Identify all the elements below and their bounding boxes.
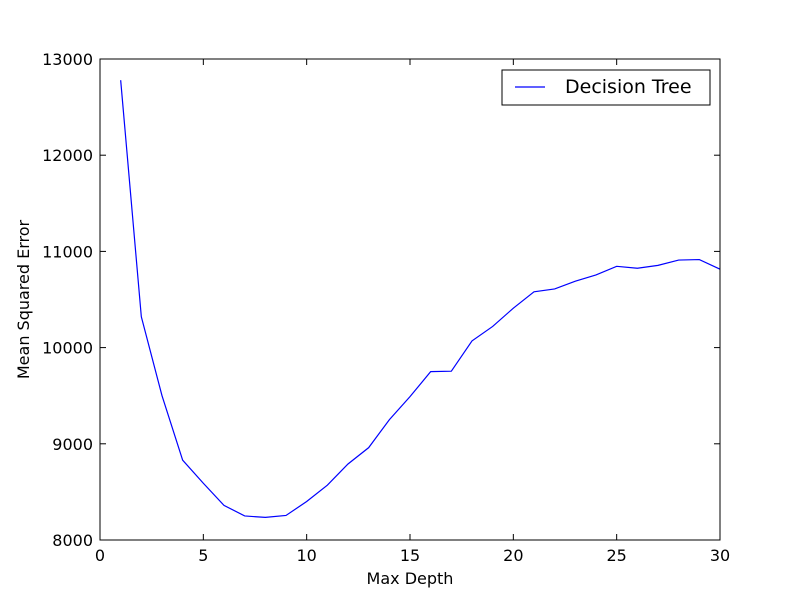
x-tick-label: 15 xyxy=(400,546,420,565)
y-tick-label: 13000 xyxy=(42,50,93,69)
y-tick-label: 10000 xyxy=(42,339,93,358)
y-tick-label: 8000 xyxy=(52,531,93,550)
x-tick-label: 10 xyxy=(296,546,316,565)
y-tick-label: 11000 xyxy=(42,242,93,261)
x-tick-label: 5 xyxy=(198,546,208,565)
x-tick-label: 20 xyxy=(503,546,523,565)
y-tick-label: 12000 xyxy=(42,146,93,165)
x-tick-label: 25 xyxy=(606,546,626,565)
y-axis-label: Mean Squared Error xyxy=(14,219,33,379)
x-tick-label: 0 xyxy=(95,546,105,565)
legend: Decision Tree xyxy=(501,69,711,106)
x-axis-label: Max Depth xyxy=(367,569,454,588)
x-tick-label: 30 xyxy=(710,546,730,565)
legend-label-decision-tree: Decision Tree xyxy=(565,76,692,98)
plot-frame xyxy=(99,58,721,541)
y-tick-label: 9000 xyxy=(52,435,93,454)
series-line-0 xyxy=(120,80,721,518)
